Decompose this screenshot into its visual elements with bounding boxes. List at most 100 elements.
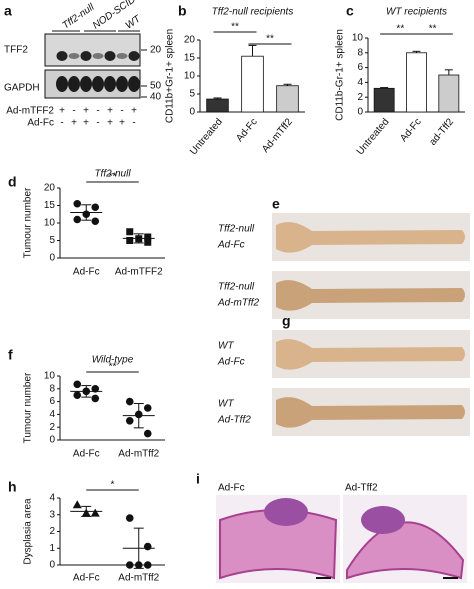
y-tick-label: 2 — [49, 526, 55, 537]
y-tick-label: 0 — [49, 560, 55, 571]
treatment-label: Ad-Fc — [27, 118, 54, 129]
y-tick-label: 0 — [357, 107, 363, 118]
photo-label: WT — [218, 341, 234, 352]
panel-letter: a — [4, 3, 12, 19]
y-tick-label: 5 — [189, 89, 195, 100]
bar — [373, 87, 395, 113]
photo-tissue — [276, 222, 465, 253]
panel-letter: h — [8, 479, 17, 495]
y-tick-label: 4 — [49, 409, 55, 420]
photo-label: Tff2-null — [218, 224, 255, 235]
dot — [90, 508, 100, 517]
dot — [144, 238, 152, 246]
blot-band — [68, 76, 80, 92]
y-tick-label: 8 — [49, 383, 55, 394]
y-tick-label: 4 — [357, 77, 363, 88]
y-axis-label: Dysplasia area — [23, 498, 34, 565]
y-tick-label: 10 — [44, 218, 56, 229]
y-tick-label: 5 — [49, 235, 55, 246]
photo-label: Ad-Fc — [217, 357, 245, 368]
dot — [125, 561, 134, 569]
panel-letter: d — [8, 174, 17, 190]
dot — [143, 429, 152, 438]
treatment-sign: - — [60, 118, 63, 129]
histology-label: Ad-Fc — [218, 483, 245, 494]
photo-label: Tff2-null — [218, 282, 255, 293]
dot — [126, 237, 134, 244]
panel-letter: f — [8, 347, 13, 363]
blot-band — [116, 76, 128, 92]
dot — [125, 397, 134, 406]
dot — [91, 217, 100, 226]
x-tick-label: Ad-mTff2 — [118, 573, 159, 584]
treatment-sign: + — [119, 118, 125, 129]
treatment-sign: + — [107, 118, 113, 129]
histology-mucosa — [264, 498, 308, 526]
treatment-sign: - — [120, 106, 123, 117]
y-tick-label: 1 — [49, 543, 55, 554]
significance-label: ** — [109, 172, 117, 183]
photo-label: Ad-mTff2 — [217, 298, 260, 309]
bar — [206, 98, 229, 113]
x-tick-label: Ad-mTff2 — [118, 449, 159, 460]
panel-letter: e — [272, 196, 280, 212]
y-axis-label: CD11b-Gr-1+ spleen — [335, 29, 346, 121]
dot — [143, 542, 152, 551]
significance-label: ** — [109, 362, 117, 373]
blot-band — [80, 76, 92, 92]
blot-band — [116, 53, 128, 59]
y-tick-label: 15 — [44, 200, 56, 211]
marker-label: 20 — [150, 45, 162, 56]
panel-letter: i — [196, 471, 200, 487]
significance-label: ** — [396, 24, 404, 35]
significance-label: ** — [266, 34, 274, 45]
y-tick-label: 0 — [189, 107, 195, 118]
blot-band — [56, 51, 68, 61]
dot — [72, 500, 82, 509]
y-tick-label: 10 — [352, 33, 364, 44]
x-tick-label: Untreated — [355, 117, 392, 158]
treatment-sign: - — [96, 118, 99, 129]
chart-title: WT recipients — [386, 7, 447, 18]
significance-label: ** — [231, 22, 239, 33]
dot — [91, 394, 100, 403]
chart-title: Tff2-null recipients — [212, 7, 294, 18]
y-tick-label: 0 — [49, 253, 55, 264]
dot — [125, 514, 134, 522]
histology-tissue — [219, 509, 338, 580]
photo-label: Ad-Fc — [217, 240, 245, 251]
marker-label: 40 — [150, 92, 162, 103]
y-tick-label: 4 — [49, 493, 55, 504]
blot-band — [56, 76, 68, 92]
blot-band — [104, 51, 116, 61]
y-tick-label: 2 — [357, 92, 363, 103]
photo-tissue — [276, 397, 465, 428]
dot — [144, 233, 152, 241]
x-tick-label: Ad-Fc — [234, 117, 260, 145]
y-tick-label: 2 — [49, 422, 55, 433]
y-tick-label: 15 — [184, 53, 196, 64]
treatment-sign: - — [72, 106, 75, 117]
y-tick-label: 10 — [184, 71, 196, 82]
dot — [91, 385, 100, 393]
chart-title: Wild-type — [92, 355, 134, 366]
blot-band — [128, 51, 140, 61]
y-axis-label: Tumour number — [23, 187, 34, 258]
x-tick-label: Ad-mTFF2 — [115, 267, 163, 278]
dot — [126, 228, 134, 236]
bar — [241, 55, 264, 113]
blot-band — [68, 53, 80, 59]
bar — [276, 85, 299, 113]
x-tick-label: Ad-Fc — [73, 573, 100, 584]
treatment-sign: - — [132, 118, 135, 129]
photo-label: WT — [218, 399, 234, 410]
x-tick-label: Ad-Fc — [73, 267, 100, 278]
lane-group-label: WT — [124, 13, 144, 31]
x-tick-label: Untreated — [188, 117, 225, 158]
blot-band — [80, 51, 92, 61]
blot-band — [92, 76, 104, 92]
treatment-sign: + — [71, 118, 77, 129]
treatment-sign: + — [83, 106, 89, 117]
lane-group-label: Tff2-null — [61, 1, 98, 31]
y-axis-label: CD11b+Gr-1+ spleen — [165, 29, 176, 123]
